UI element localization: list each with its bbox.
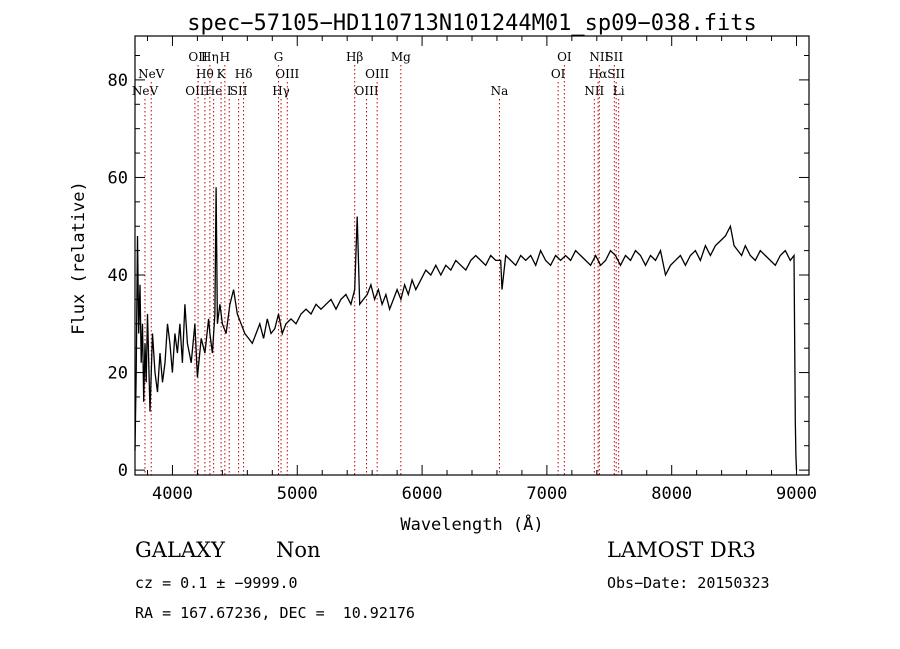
- x-tick-label: 6000: [402, 484, 443, 504]
- x-tick-label: 7000: [526, 484, 567, 504]
- y-tick-label: 0: [118, 461, 128, 481]
- emission-line-label: OIII: [365, 67, 389, 81]
- y-axis-label: Flux (relative): [69, 181, 89, 335]
- object-subclass: Non: [276, 538, 321, 562]
- redshift-cz: cz = 0.1 ± −9999.0: [135, 574, 298, 592]
- x-axis: 4000 5000 6000 7000 8000 9000: [146, 36, 817, 504]
- emission-line-label: OIII: [355, 84, 379, 98]
- y-tick-label: 20: [108, 364, 128, 384]
- emission-line-label: OI: [551, 67, 566, 81]
- x-axis-label: Wavelength (Å): [400, 513, 543, 535]
- spectrum-chart: NeVNeVOIIOIIHθHηHeKHISIIHδGHγOIIIHβOIIIO…: [69, 11, 817, 535]
- y-tick-label: 40: [108, 266, 128, 286]
- plot-frame: [134, 35, 810, 476]
- observation-date: Obs−Date: 20150323: [607, 574, 770, 592]
- emission-line-label: NII: [584, 84, 604, 98]
- emission-line-label: I: [227, 84, 232, 98]
- object-class: GALAXY: [135, 538, 225, 562]
- survey-name: LAMOST DR3: [607, 538, 756, 562]
- emission-line-label: SII: [230, 84, 248, 98]
- emission-line-label: Hη: [201, 50, 219, 64]
- x-tick-label: 8000: [651, 484, 692, 504]
- emission-line-label: Hγ: [272, 84, 290, 98]
- emission-line-label: OII: [188, 50, 208, 64]
- emission-line-label: SII: [605, 50, 623, 64]
- emission-line-label: G: [274, 50, 284, 64]
- emission-line-label: NeV: [138, 67, 165, 81]
- emission-line-label: Hα: [589, 67, 608, 81]
- emission-line-label: OII: [185, 84, 205, 98]
- emission-line-label: OIII: [275, 67, 299, 81]
- y-axis: 0 20 40 60 80: [108, 55, 809, 481]
- emission-line-label: NeV: [132, 84, 159, 98]
- sky-coordinates: RA = 167.67236, DEC = 10.92176: [135, 604, 415, 622]
- y-tick-label: 60: [108, 168, 128, 188]
- emission-line-label: Hβ: [346, 50, 363, 64]
- emission-line-label: Hδ: [235, 67, 253, 81]
- emission-line-label: Li: [613, 84, 625, 98]
- spectrum-line: [134, 187, 798, 471]
- emission-line-label: SII: [607, 67, 625, 81]
- emission-line-label: Hθ: [196, 67, 214, 81]
- y-tick-label: 80: [108, 71, 128, 91]
- x-tick-label: 5000: [277, 484, 318, 504]
- emission-line-label: OI: [557, 50, 572, 64]
- emission-line-label: NII: [589, 50, 609, 64]
- emission-line-markers: NeVNeVOIIOIIHθHηHeKHISIIHδGHγOIIIHβOIIIO…: [132, 50, 625, 475]
- emission-line-label: H: [220, 50, 230, 64]
- chart-title: spec−57105−HD110713N101244M01_sp09−038.f…: [187, 11, 757, 36]
- emission-line-label: Na: [491, 84, 509, 98]
- emission-line-label: He: [205, 84, 223, 98]
- x-tick-label: 9000: [776, 484, 817, 504]
- emission-line-label: Mg: [391, 50, 411, 64]
- emission-line-label: K: [217, 67, 227, 81]
- x-tick-label: 4000: [152, 484, 193, 504]
